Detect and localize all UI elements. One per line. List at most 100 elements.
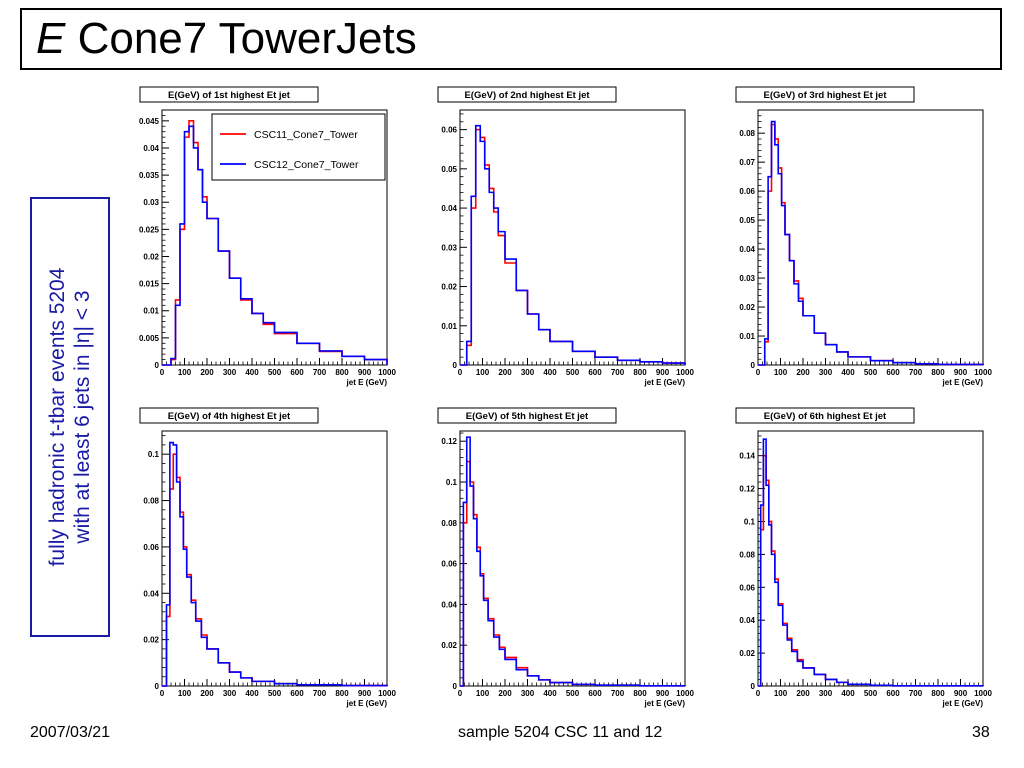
y-tick-label: 0 bbox=[155, 361, 160, 370]
y-tick-label: 0.035 bbox=[139, 171, 160, 180]
x-tick-label: 600 bbox=[290, 368, 304, 377]
y-tick-label: 0 bbox=[453, 682, 458, 691]
x-tick-label: 400 bbox=[245, 368, 259, 377]
plot-title: E(GeV) of 5th highest Et jet bbox=[466, 411, 589, 422]
plot-title-box bbox=[139, 407, 319, 424]
x-tick-label: 400 bbox=[841, 689, 855, 698]
histogram-svg: E(GeV) of 2nd highest Et jet 0 0.01 0.02 0.0… bbox=[437, 86, 694, 387]
y-tick-label: 0 bbox=[751, 682, 756, 691]
y-tick-label: 0.01 bbox=[441, 322, 457, 331]
legend-label: CSC12_Cone7_Tower bbox=[254, 159, 359, 171]
y-tick-label: 0.03 bbox=[143, 198, 159, 207]
x-axis-label: jet E (GeV) bbox=[346, 699, 388, 708]
x-tick-label: 600 bbox=[886, 689, 900, 698]
x-tick-label: 300 bbox=[223, 689, 237, 698]
y-tick-label: 0.08 bbox=[143, 497, 159, 506]
y-tick-label: 0.05 bbox=[739, 216, 755, 225]
side-label-box bbox=[30, 197, 110, 637]
x-tick-label: 800 bbox=[633, 368, 647, 377]
plot-5: E(GeV) of 5th highest Et jet 0 0.02 0.04 0.0… bbox=[430, 406, 720, 726]
y-tick-label: 0.14 bbox=[739, 452, 755, 461]
x-tick-label: 1000 bbox=[676, 689, 694, 698]
plot-frame bbox=[459, 109, 686, 366]
x-tick-label: 1000 bbox=[974, 368, 992, 377]
plot-3: E(GeV) of 3rd highest Et jet 0 0.01 0.02 0.0… bbox=[728, 85, 1018, 405]
plot-1: E(GeV) of 1st highest Et jet 0 0.005 0.01 0.… bbox=[132, 85, 422, 405]
y-tick-label: 0.04 bbox=[441, 600, 457, 609]
plot-frame bbox=[161, 430, 388, 687]
x-tick-label: 700 bbox=[611, 689, 625, 698]
x-tick-label: 800 bbox=[931, 689, 945, 698]
x-tick-label: 300 bbox=[521, 689, 535, 698]
x-tick-label: 200 bbox=[498, 368, 512, 377]
plot-4: E(GeV) of 4th highest Et jet 0 0.02 0.04 0.0… bbox=[132, 406, 422, 726]
x-tick-label: 700 bbox=[611, 368, 625, 377]
x-tick-label: 600 bbox=[290, 689, 304, 698]
x-axis-label: jet E (GeV) bbox=[942, 378, 984, 387]
y-tick-label: 0.06 bbox=[441, 560, 457, 569]
x-tick-label: 0 bbox=[160, 368, 165, 377]
x-tick-label: 0 bbox=[756, 689, 761, 698]
y-tick-label: 0.06 bbox=[441, 126, 457, 135]
y-tick-label: 0.025 bbox=[139, 225, 160, 234]
x-tick-label: 200 bbox=[200, 368, 214, 377]
footer-center: sample 5204 CSC 11 and 12 bbox=[458, 724, 663, 741]
x-tick-label: 400 bbox=[245, 689, 259, 698]
x-tick-label: 100 bbox=[476, 689, 490, 698]
y-tick-label: 0 bbox=[453, 361, 458, 370]
x-tick-label: 700 bbox=[313, 368, 327, 377]
series-line-CSC12_Cone7_Tower bbox=[162, 441, 388, 687]
x-tick-label: 900 bbox=[954, 689, 968, 698]
x-tick-label: 700 bbox=[313, 689, 327, 698]
x-tick-label: 900 bbox=[358, 368, 372, 377]
x-tick-label: 900 bbox=[656, 689, 670, 698]
slide-title-rest: Cone7 TowerJets bbox=[65, 14, 417, 63]
histogram-svg: E(GeV) of 4th highest Et jet 0 0.02 0.04 0.0… bbox=[139, 407, 396, 708]
histogram-svg: E(GeV) of 1st highest Et jet 0 0.005 0.01 0.… bbox=[139, 86, 396, 387]
series-line-CSC12_Cone7_Tower bbox=[758, 438, 984, 687]
series-line-CSC12_Cone7_Tower bbox=[460, 124, 686, 366]
x-tick-label: 900 bbox=[656, 368, 670, 377]
x-tick-label: 100 bbox=[476, 368, 490, 377]
y-tick-label: 0.07 bbox=[739, 158, 755, 167]
x-tick-label: 400 bbox=[543, 689, 557, 698]
x-tick-label: 0 bbox=[160, 689, 165, 698]
y-tick-label: 0.08 bbox=[441, 519, 457, 528]
x-tick-label: 200 bbox=[796, 368, 810, 377]
y-tick-label: 0.04 bbox=[739, 616, 755, 625]
legend-box bbox=[211, 113, 386, 181]
y-tick-label: 0.05 bbox=[441, 165, 457, 174]
x-tick-label: 300 bbox=[819, 368, 833, 377]
histogram-svg: E(GeV) of 6th highest Et jet 0 0.02 0.04 0.0… bbox=[735, 407, 992, 708]
histogram-svg: E(GeV) of 5th highest Et jet 0 0.02 0.04 0.0… bbox=[437, 407, 694, 708]
x-axis-label: jet E (GeV) bbox=[644, 378, 686, 387]
plot-frame bbox=[757, 430, 984, 687]
x-tick-label: 1000 bbox=[974, 689, 992, 698]
x-tick-label: 500 bbox=[566, 689, 580, 698]
plot-title-box bbox=[437, 86, 617, 103]
plot-title: E(GeV) of 4th highest Et jet bbox=[168, 411, 291, 422]
x-tick-label: 100 bbox=[178, 689, 192, 698]
x-tick-label: 100 bbox=[774, 368, 788, 377]
x-tick-label: 600 bbox=[886, 368, 900, 377]
x-axis-label: jet E (GeV) bbox=[346, 378, 388, 387]
y-tick-label: 0.02 bbox=[441, 283, 457, 292]
y-tick-label: 0.02 bbox=[143, 636, 159, 645]
plot-6: E(GeV) of 6th highest Et jet 0 0.02 0.04 0.0… bbox=[728, 406, 1018, 726]
x-tick-label: 200 bbox=[498, 689, 512, 698]
plot-title: E(GeV) of 6th highest Et jet bbox=[764, 411, 887, 422]
y-tick-label: 0.04 bbox=[441, 204, 457, 213]
y-tick-label: 0.005 bbox=[139, 334, 160, 343]
y-tick-label: 0.03 bbox=[739, 274, 755, 283]
x-tick-label: 1000 bbox=[378, 689, 396, 698]
x-tick-label: 800 bbox=[335, 689, 349, 698]
y-tick-label: 0.04 bbox=[143, 589, 159, 598]
x-tick-label: 0 bbox=[458, 368, 463, 377]
x-tick-label: 100 bbox=[774, 689, 788, 698]
x-tick-label: 400 bbox=[543, 368, 557, 377]
x-tick-label: 500 bbox=[864, 689, 878, 698]
slide-title-italic: E bbox=[36, 14, 66, 63]
x-tick-label: 100 bbox=[178, 368, 192, 377]
x-tick-label: 900 bbox=[358, 689, 372, 698]
y-tick-label: 0.1 bbox=[148, 450, 160, 459]
